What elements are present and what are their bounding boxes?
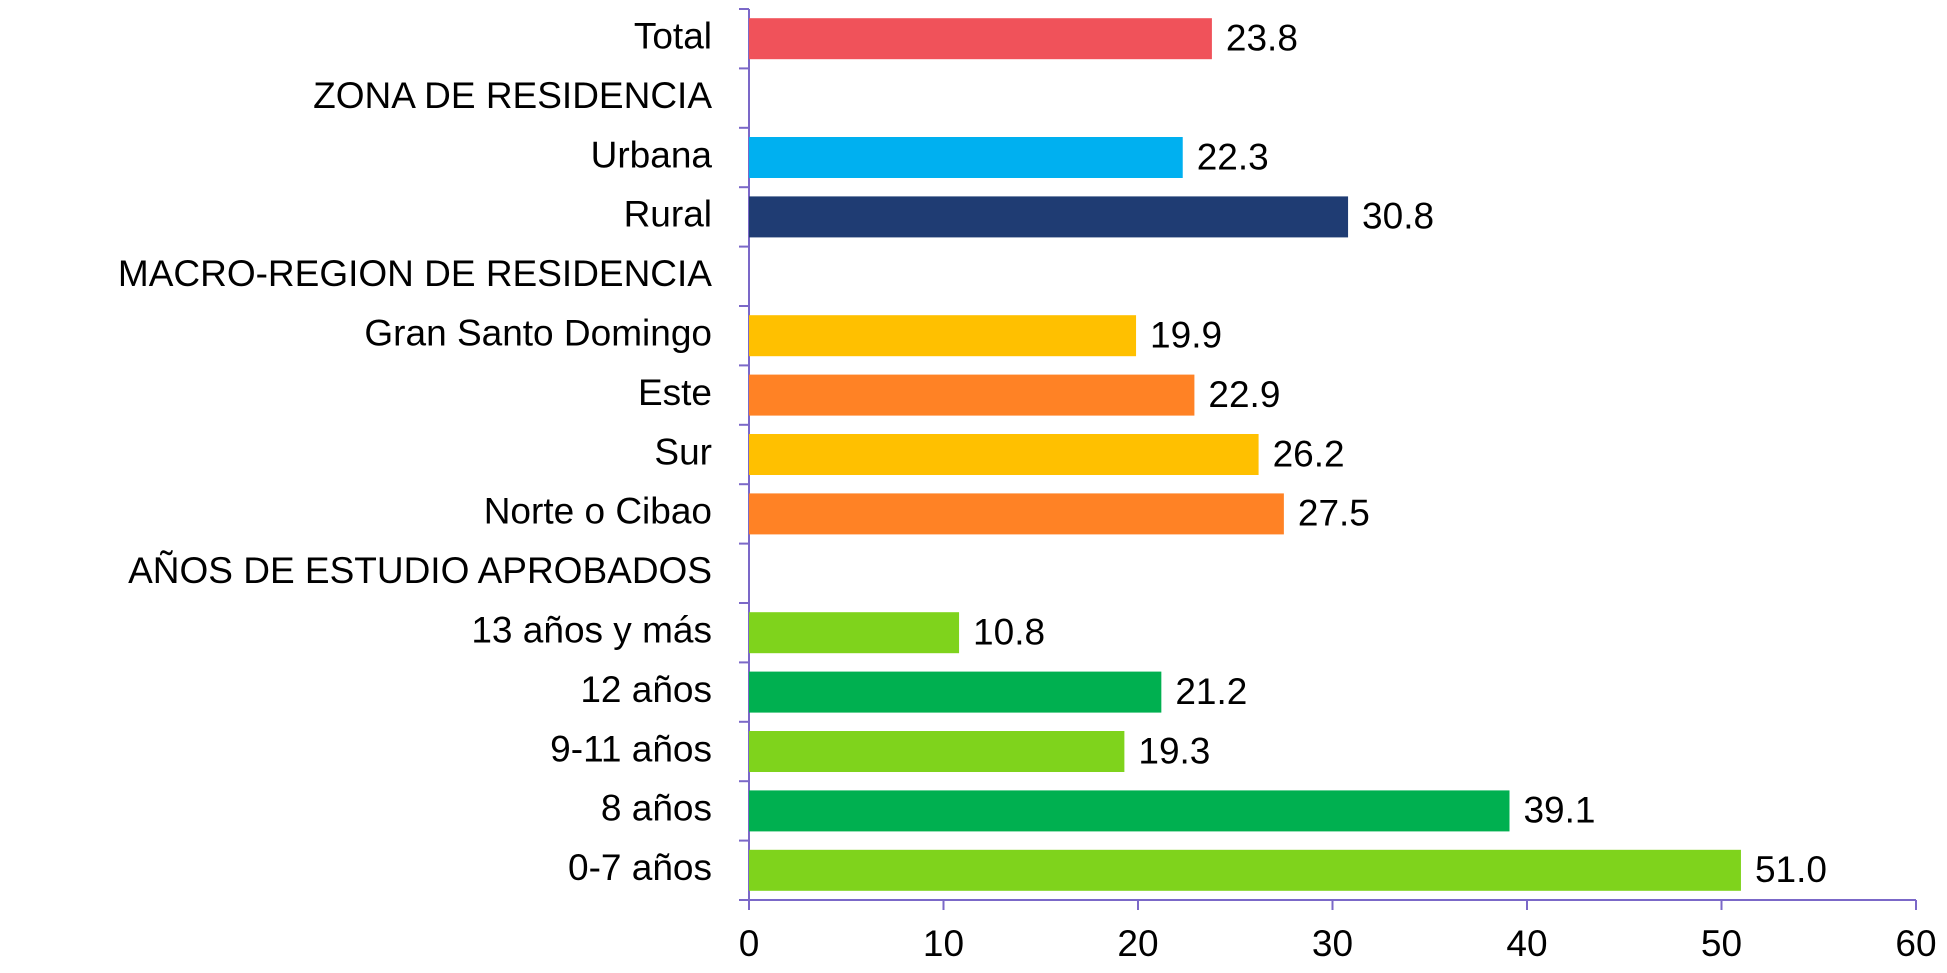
x-tick-label: 40 [1506, 923, 1547, 964]
bar [749, 612, 960, 654]
data-label: 22.3 [1197, 136, 1269, 177]
y-tick-label: 8 años [601, 788, 712, 829]
bar [749, 671, 1162, 713]
bar [749, 849, 1741, 891]
x-tick-label: 60 [1895, 923, 1936, 964]
y-tick-label: Norte o Cibao [484, 491, 712, 532]
y-tick-label: Rural [624, 194, 712, 235]
bar [749, 18, 1212, 60]
data-label: 23.8 [1226, 17, 1298, 58]
x-tick-label: 0 [739, 923, 760, 964]
bar [749, 196, 1349, 238]
y-tick-label: 0-7 años [568, 847, 712, 888]
data-label: 21.2 [1175, 671, 1247, 712]
data-label: 22.9 [1208, 374, 1280, 415]
data-label: 27.5 [1298, 493, 1370, 534]
data-label: 39.1 [1523, 790, 1595, 831]
y-tick-label: 12 años [580, 669, 712, 710]
y-tick-label: Urbana [591, 134, 713, 175]
bar [749, 493, 1284, 535]
y-tick-label: ZONA DE RESIDENCIA [313, 75, 712, 116]
y-tick-label: Este [638, 372, 712, 413]
x-tick-label: 50 [1701, 923, 1742, 964]
bar [749, 374, 1195, 416]
x-tick-label: 30 [1312, 923, 1353, 964]
data-label: 19.3 [1138, 730, 1210, 771]
y-tick-label: Total [634, 15, 712, 56]
y-tick-label: Gran Santo Domingo [364, 312, 712, 353]
y-tick-label: MACRO-REGION DE RESIDENCIA [118, 253, 712, 294]
bar [749, 315, 1137, 357]
bar [749, 731, 1125, 772]
y-tick-label: 13 años y más [471, 609, 712, 650]
x-tick-label: 20 [1117, 923, 1158, 964]
x-tick-label: 10 [923, 923, 964, 964]
y-tick-label: 9-11 años [550, 728, 712, 769]
y-tick-label: Sur [654, 431, 712, 472]
data-label: 26.2 [1273, 433, 1345, 474]
bar [749, 434, 1259, 475]
data-label: 19.9 [1150, 314, 1222, 355]
bar [749, 790, 1510, 832]
data-label: 51.0 [1755, 849, 1827, 890]
data-label: 10.8 [973, 611, 1045, 652]
data-label: 30.8 [1362, 196, 1434, 237]
bar [749, 137, 1183, 178]
y-tick-label: AÑOS DE ESTUDIO APROBADOS [128, 550, 712, 591]
